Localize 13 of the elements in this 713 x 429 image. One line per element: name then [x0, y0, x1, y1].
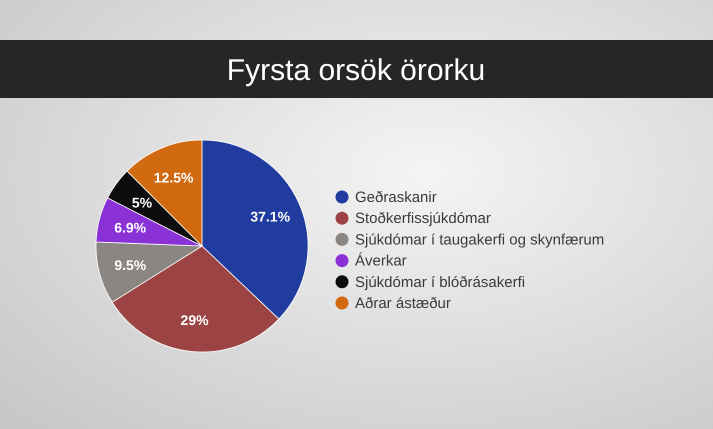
data-label: 5%: [132, 194, 153, 210]
data-label: 29%: [180, 312, 210, 328]
legend-label: Stoðkerfissjúkdómar: [355, 210, 491, 228]
data-label: 12.5%: [154, 169, 194, 186]
data-label: 6.9%: [114, 219, 147, 236]
legend-label: Sjúkdómar í blóðrásakerfi: [355, 274, 526, 291]
data-label: 9.5%: [114, 257, 147, 274]
legend-label: Geðraskanir: [355, 189, 437, 206]
legend-label: Aðrar ástæður: [355, 295, 451, 312]
data-label: 37.1%: [250, 208, 291, 225]
legend-label: Áverkar: [355, 252, 407, 270]
legend-label: Sjúkdómar í taugakerfi og skynfærum: [355, 231, 604, 248]
chart-title: Fyrsta orsök örorku: [226, 54, 486, 87]
